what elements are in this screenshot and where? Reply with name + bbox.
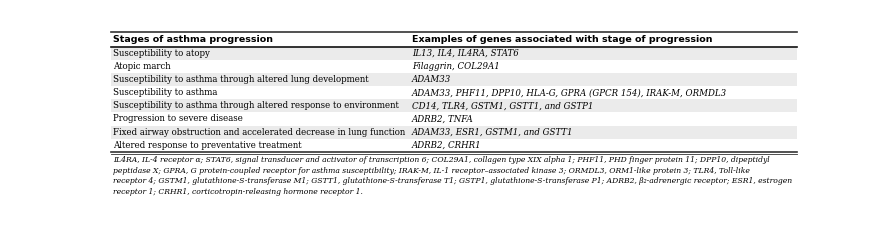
Bar — [111, 125, 797, 139]
Text: ADAM33, PHF11, DPP10, HLA-G, GPRA (GPCR 154), IRAK-M, ORMDL3: ADAM33, PHF11, DPP10, HLA-G, GPRA (GPCR … — [412, 88, 727, 97]
Text: Altered response to preventative treatment: Altered response to preventative treatme… — [113, 141, 302, 150]
Text: receptor 1; CRHR1, corticotropin-releasing hormone receptor 1.: receptor 1; CRHR1, corticotropin-releasi… — [113, 188, 363, 195]
Text: Examples of genes associated with stage of progression: Examples of genes associated with stage … — [412, 35, 712, 44]
Bar — [111, 139, 797, 152]
Text: Susceptibility to asthma through altered lung development: Susceptibility to asthma through altered… — [113, 75, 369, 84]
Text: Progression to severe disease: Progression to severe disease — [113, 114, 243, 123]
Text: CD14, TLR4, GSTM1, GSTT1, and GSTP1: CD14, TLR4, GSTM1, GSTT1, and GSTP1 — [412, 102, 593, 110]
Text: ADRB2, CRHR1: ADRB2, CRHR1 — [412, 141, 481, 150]
Bar — [111, 99, 797, 112]
Text: Susceptibility to asthma: Susceptibility to asthma — [113, 88, 217, 97]
Bar — [111, 47, 797, 60]
Bar — [111, 86, 797, 99]
Text: Filaggrin, COL29A1: Filaggrin, COL29A1 — [412, 62, 500, 71]
Text: Stages of asthma progression: Stages of asthma progression — [113, 35, 273, 44]
Bar — [111, 32, 797, 47]
Text: ADAM33: ADAM33 — [412, 75, 451, 84]
Text: Susceptibility to asthma through altered response to environment: Susceptibility to asthma through altered… — [113, 102, 399, 110]
Text: Fixed airway obstruction and accelerated decrease in lung function: Fixed airway obstruction and accelerated… — [113, 128, 405, 137]
Text: peptidase X; GPRA, G protein-coupled receptor for asthma susceptibility; IRAK-M,: peptidase X; GPRA, G protein-coupled rec… — [113, 167, 750, 175]
Text: IL13, IL4, IL4RA, STAT6: IL13, IL4, IL4RA, STAT6 — [412, 49, 518, 58]
Text: ADAM33, ESR1, GSTM1, and GSTT1: ADAM33, ESR1, GSTM1, and GSTT1 — [412, 128, 573, 137]
Text: IL4RA, IL-4 receptor α; STAT6, signal transducer and activator of transcription : IL4RA, IL-4 receptor α; STAT6, signal tr… — [113, 156, 770, 164]
Bar — [111, 60, 797, 73]
Text: receptor 4; GSTM1, glutathione-S-transferase M1; GSTT1, glutathione-S-transferas: receptor 4; GSTM1, glutathione-S-transfe… — [113, 177, 792, 185]
Text: Atopic march: Atopic march — [113, 62, 171, 71]
Text: Susceptibility to atopy: Susceptibility to atopy — [113, 49, 210, 58]
Bar — [111, 112, 797, 125]
Text: ADRB2, TNFA: ADRB2, TNFA — [412, 114, 473, 123]
Bar — [111, 73, 797, 86]
